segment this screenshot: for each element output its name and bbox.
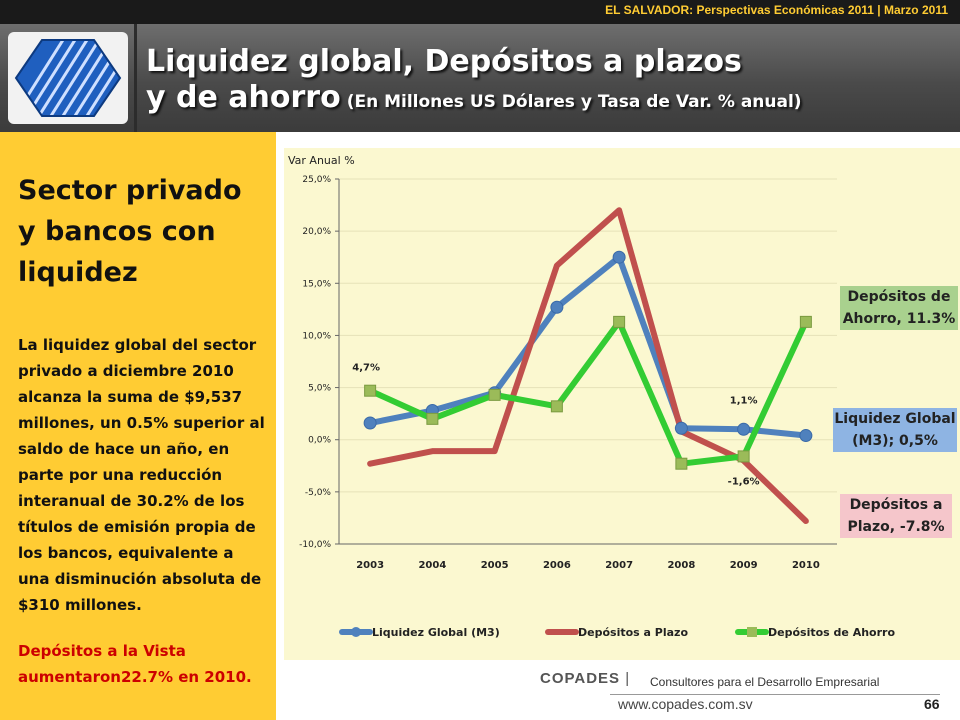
y-tick-label: 15,0% [302,279,331,289]
footer-url[interactable]: www.copades.com.sv [618,696,753,712]
footer-brand-name: COPADES [540,670,621,687]
footer-tagline: Consultores para el Desarrollo Empresari… [650,675,880,689]
top-bar: EL SALVADOR: Perspectivas Económicas 201… [0,0,960,24]
y-tick-label: 10,0% [302,331,331,341]
y-tick-label: -5,0% [305,488,332,498]
y-tick-label: 0,0% [308,436,331,446]
footer-brand: COPADES | [540,670,630,687]
point-m3 [737,422,751,436]
data-label: 4,7% [352,363,380,374]
point-m3 [799,429,813,443]
y-tick-label: 25,0% [302,175,331,185]
legend-label-ahorro: Depósitos de Ahorro [768,626,895,639]
point-m3 [674,421,688,435]
point-ahorro [488,388,501,401]
point-ahorro [675,457,688,470]
footer [276,662,960,720]
y-axis-label: Var Anual % [288,154,355,167]
slide-title-line2: y de ahorro (En Millones US Dólares y Tas… [146,80,802,115]
x-tick-label: 2003 [356,560,384,571]
logo-icon [14,39,122,117]
legend-marker-m3 [351,627,361,637]
point-m3 [363,416,377,430]
page-number: 66 [924,696,940,712]
callout-m3: Liquidez Global (M3); 0,5% [833,408,957,452]
x-tick-label: 2009 [730,560,758,571]
x-tick-label: 2006 [543,560,571,571]
point-ahorro [550,400,563,413]
point-ahorro [799,315,812,328]
copades-logo [8,32,128,124]
slide-title-line1: Liquidez global, Depósitos a plazos [146,44,742,79]
report-title: EL SALVADOR: Perspectivas Económicas 201… [605,3,948,17]
series-line-m3 [367,254,809,439]
callout-plazo: Depósitos a Plazo, -7.8% [840,494,952,538]
y-tick-label: 5,0% [308,384,331,394]
summary-body: La liquidez global del sector privado a … [18,336,265,614]
slide-subtitle: (En Millones US Dólares y Tasa de Var. %… [346,92,802,112]
point-m3 [550,300,564,314]
footer-rule [610,694,940,695]
data-label: -1,6% [728,476,760,487]
header-divider [134,24,137,132]
point-ahorro [426,412,439,425]
y-tick-label: 20,0% [302,227,331,237]
point-m3 [612,250,626,264]
slide-header: Liquidez global, Depósitos a plazos y de… [0,24,960,132]
legend-marker-ahorro [747,627,757,637]
data-label: 1,1% [730,395,758,406]
point-ahorro [364,384,377,397]
footer-separator: | [625,670,631,687]
callout-ahorro: Depósitos de Ahorro, 11.3% [840,286,958,330]
x-tick-label: 2008 [667,560,695,571]
point-ahorro [613,315,626,328]
x-tick-label: 2010 [792,560,820,571]
x-tick-label: 2004 [418,560,446,571]
x-tick-label: 2007 [605,560,633,571]
summary-panel: Sector privado y bancos con liquidez La … [0,132,276,720]
summary-heading: Sector privado y bancos con liquidez [18,175,242,288]
y-tick-label: -10,0% [299,540,331,550]
series-line-ahorro [367,318,809,467]
legend-label-m3: Liquidez Global (M3) [372,626,500,639]
summary-highlight: Depósitos a la Vista aumentaron22.7% en … [18,642,252,686]
legend-label-plazo: Depósitos a Plazo [578,626,688,639]
point-ahorro [737,450,750,463]
x-tick-label: 2005 [481,560,509,571]
slide-title-line2-text: y de ahorro [146,80,341,115]
